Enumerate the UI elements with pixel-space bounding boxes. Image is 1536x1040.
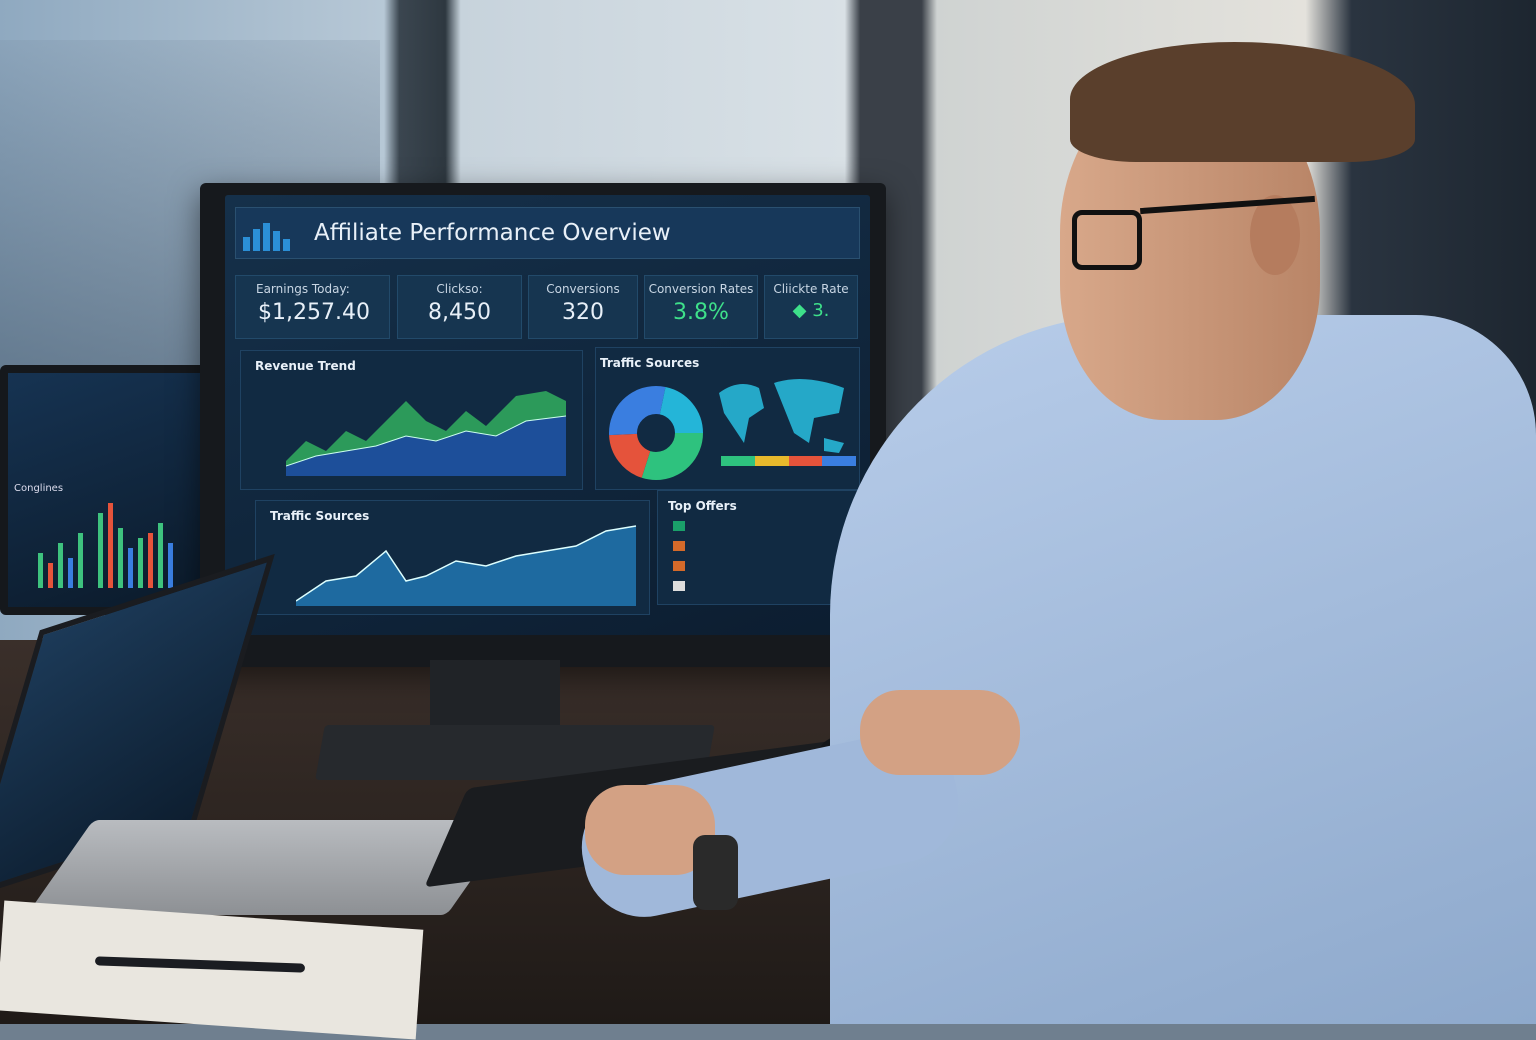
kpi-value: ◆ 3.	[792, 300, 830, 321]
revenue-trend-panel: Revenue Trend	[240, 350, 583, 490]
person-hair	[1070, 42, 1415, 162]
tablet-device: Conglines	[0, 365, 215, 615]
panel-title: Revenue Trend	[255, 359, 356, 373]
revenue-area-chart	[286, 391, 567, 476]
kpi-earnings: Earnings Today: $1,257.40	[235, 275, 390, 339]
kpi-value: 3.8%	[673, 300, 729, 325]
kpi-label: Conversion Rates	[648, 282, 754, 296]
kpi-label: Cliickte Rate	[773, 282, 849, 296]
kpi-click-rate: Cliickte Rate ◆ 3.	[764, 275, 858, 339]
tablet-bar-chart	[38, 503, 173, 588]
tablet-title: Conglines	[14, 483, 64, 494]
panel-title: Traffic Sources	[270, 509, 370, 523]
panel-title: Traffic Sources	[600, 356, 700, 370]
kpi-label: Conversions	[546, 282, 620, 296]
offer-icon	[673, 581, 685, 591]
kpi-label: Earnings Today:	[256, 282, 350, 296]
offer-icon	[673, 541, 685, 551]
kpi-value: 8,450	[428, 300, 491, 325]
panel-title: Top Offers	[668, 499, 737, 513]
kpi-clicks: Clickso: 8,450	[397, 275, 522, 339]
offer-icon	[673, 521, 685, 531]
kpi-label: Clickso:	[436, 282, 483, 296]
kpi-value: 320	[562, 300, 604, 325]
top-offers-panel: Top Offers	[657, 490, 862, 605]
bar-chart-logo-icon	[243, 219, 293, 251]
person-shirt	[830, 315, 1536, 1024]
dashboard-title: Affiliate Performance Overview	[314, 220, 671, 246]
donut-slice	[609, 386, 703, 480]
dashboard-header: Affiliate Performance Overview	[235, 207, 860, 259]
donut-slice	[609, 386, 703, 480]
kpi-value: $1,257.40	[258, 300, 370, 325]
person-ear	[1250, 195, 1300, 275]
glasses	[1072, 210, 1142, 270]
traffic-sources-map-panel: Traffic Sources	[595, 347, 860, 490]
person-hand	[860, 690, 1020, 775]
offer-icon	[673, 561, 685, 571]
traffic-sources-chart-panel: Traffic Sources	[255, 500, 650, 615]
world-map	[719, 379, 844, 453]
traffic-area-chart	[296, 525, 637, 606]
map-legend-bar	[721, 456, 856, 466]
kpi-conversion-rate: Conversion Rates 3.8%	[644, 275, 758, 339]
traffic-donut-chart	[609, 386, 703, 480]
dashboard-screen: Affiliate Performance Overview Earnings …	[225, 195, 870, 635]
kpi-conversions: Conversions 320	[528, 275, 638, 339]
wristwatch	[693, 835, 738, 910]
